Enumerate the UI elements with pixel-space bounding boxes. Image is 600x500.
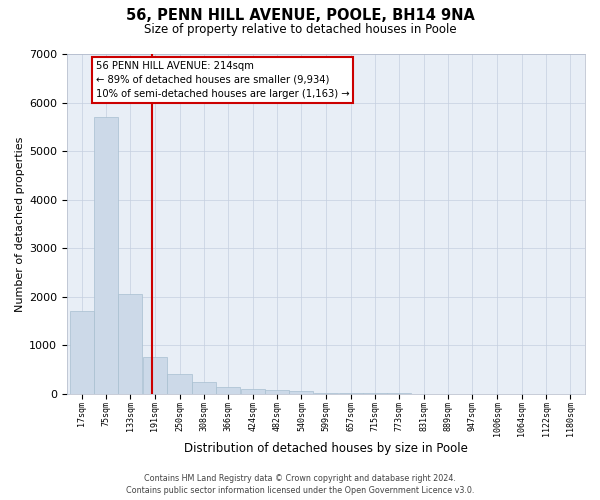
X-axis label: Distribution of detached houses by size in Poole: Distribution of detached houses by size … [184, 442, 468, 455]
Bar [143, 358, 167, 394]
Bar [216, 386, 241, 394]
Bar [265, 390, 289, 394]
Bar [314, 392, 338, 394]
Bar [167, 374, 191, 394]
Bar [118, 294, 142, 394]
Bar [241, 389, 265, 394]
Y-axis label: Number of detached properties: Number of detached properties [15, 136, 25, 312]
Bar [338, 393, 362, 394]
Text: 56 PENN HILL AVENUE: 214sqm
← 89% of detached houses are smaller (9,934)
10% of : 56 PENN HILL AVENUE: 214sqm ← 89% of det… [95, 61, 349, 99]
Text: Size of property relative to detached houses in Poole: Size of property relative to detached ho… [143, 22, 457, 36]
Bar [289, 392, 313, 394]
Text: Contains HM Land Registry data © Crown copyright and database right 2024.
Contai: Contains HM Land Registry data © Crown c… [126, 474, 474, 495]
Bar [70, 312, 94, 394]
Bar [94, 117, 118, 394]
Bar [192, 382, 216, 394]
Text: 56, PENN HILL AVENUE, POOLE, BH14 9NA: 56, PENN HILL AVENUE, POOLE, BH14 9NA [125, 8, 475, 22]
